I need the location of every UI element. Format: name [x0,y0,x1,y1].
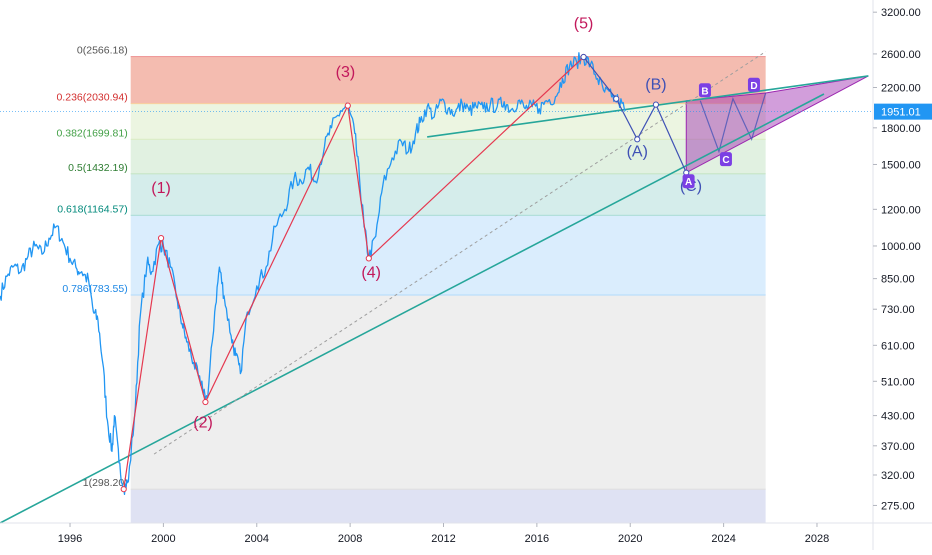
x-tick-label: 2016 [525,533,549,545]
fib-band-1-618 [130,489,766,523]
correction-wave-point[interactable] [634,136,641,143]
fibonacci-retracement[interactable]: 0(2566.18) 0.236(2030.94) 0.382(1699.81) 0.… [56,45,766,523]
impulse-wave-line[interactable] [123,56,584,490]
y-tick-label: 2200.00 [881,82,921,94]
y-tick-label: 275.00 [881,500,915,512]
correction-wave-point[interactable] [652,101,660,108]
trendlines[interactable] [0,51,869,524]
x-tick-label: 1996 [58,533,82,545]
wave-badge-c[interactable] [719,152,732,167]
fib-level-label: 0.5(1432.19) [68,162,128,174]
y-tick-label: 430.00 [881,411,915,423]
fib-level-label: 0.236(2030.94) [56,92,127,104]
correction-wave-point[interactable] [613,95,620,102]
fib-band-0 [130,56,766,104]
x-tick-label: 2012 [431,533,455,545]
x-tick-label: 2024 [711,533,735,545]
impulse-wave-point[interactable] [120,486,127,493]
fib-band-0-5 [130,139,766,174]
wave-badge-label: D [750,81,757,92]
y-tick-label: 3200.00 [881,7,921,19]
fib-band-1 [130,294,766,490]
impulse-wave-point[interactable] [365,255,372,262]
current-price-label: 1951.01 [881,107,921,119]
wave-badge-a[interactable] [682,174,695,189]
x-tick-label: 2000 [151,533,175,545]
wave-label: (5) [574,16,594,33]
fib-band-0-786 [130,215,766,295]
y-tick-label: 2600.00 [881,49,921,61]
wave-badge-b[interactable] [698,83,711,98]
wave-label: (2) [193,415,213,432]
y-tick-label: 1000.00 [881,241,921,253]
y-tick-label: 1500.00 [881,159,921,171]
y-tick-label: 850.00 [881,274,915,286]
wave-label: (B) [645,76,666,93]
impulse-wave-point[interactable] [202,398,209,406]
fib-level-label: 1(298.20) [83,477,128,489]
current-price-badge [874,103,932,120]
y-tick-label: 510.00 [881,376,915,388]
wave-label: (A) [627,144,648,161]
y-tick-label: 1200.00 [881,204,921,216]
wave-badge-d[interactable] [747,77,760,92]
wave-lines[interactable] [120,53,690,493]
price-series[interactable] [0,52,627,496]
fib-level-label: 0(2566.18) [77,45,128,57]
impulse-wave-point[interactable] [157,234,165,242]
fib-level-label: 0.618(1164.57) [57,203,127,215]
wave-badge-label: B [701,86,708,97]
x-tick-label: 2004 [245,533,269,545]
impulse-wave-point[interactable] [344,102,351,109]
price-line[interactable] [0,52,627,496]
y-tick-label: 320.00 [881,470,915,482]
y-tick-label: 370.00 [881,441,915,453]
x-tick-label: 2028 [805,533,829,545]
y-tick-label: 610.00 [881,340,915,352]
trendline[interactable] [0,93,825,524]
wave-label: (4) [361,264,381,281]
wave-label: (3) [336,64,356,81]
wave-badge-label: C [722,155,729,166]
y-tick-label: 730.00 [881,304,915,316]
dotted-guide[interactable] [153,51,766,455]
wave-label: (1) [151,180,171,197]
correction-wave-point[interactable] [580,53,587,61]
x-tick-label: 2020 [618,533,642,545]
wave-badge-label: A [685,177,692,188]
fib-level-label: 0.382(1699.81) [56,127,127,139]
fib-band-0-618 [130,173,766,216]
projection-path[interactable] [699,92,767,154]
y-tick-label: 1800.00 [881,123,921,135]
trendline[interactable] [427,75,869,138]
fib-level-label: 0.786(783.55) [62,283,127,295]
x-tick-label: 2008 [338,533,362,545]
